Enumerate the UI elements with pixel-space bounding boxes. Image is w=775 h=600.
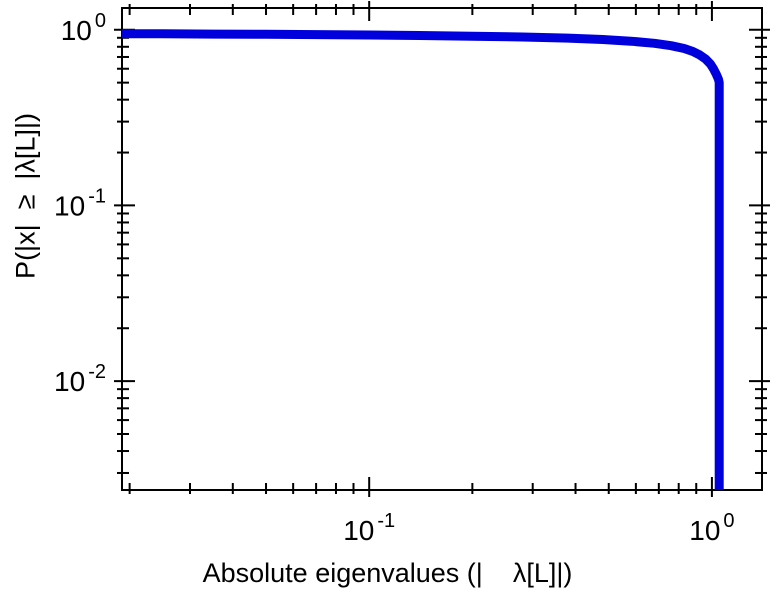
y-axis-label: P(|x| ≥ |λ[L]|) xyxy=(10,113,41,279)
x-tick-label: 10 0 xyxy=(689,510,734,546)
y-tick-label: 10 -1 xyxy=(54,185,106,221)
x-tick-label: 10 -1 xyxy=(343,510,395,546)
x-axis-label: Absolute eigenvalues (| λ[L]|) xyxy=(202,558,573,588)
plot-frame xyxy=(121,7,763,491)
ccdf-curve xyxy=(121,29,724,490)
y-tick-label: 10 -2 xyxy=(54,361,106,397)
y-tick-label: 10 0 xyxy=(61,10,106,46)
